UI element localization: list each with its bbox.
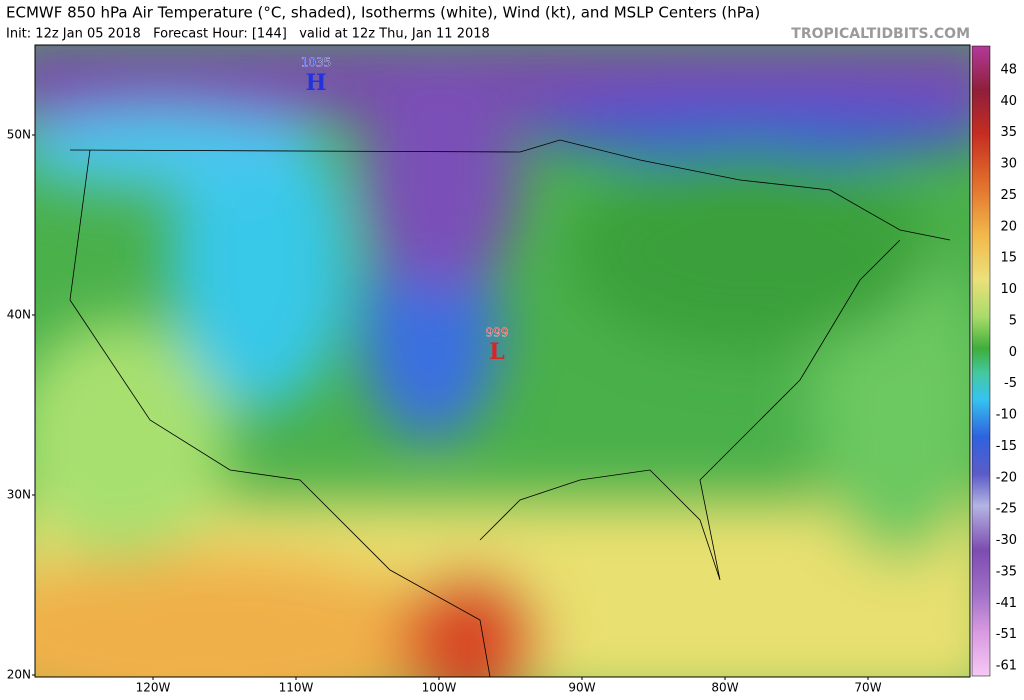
lat-label: 40N [7, 308, 31, 322]
colorbar-label: 0 [1009, 345, 1017, 360]
colorbar-label: 48 [1000, 63, 1017, 78]
colorbar-label: -41 [996, 596, 1017, 611]
colorbar-label: -51 [996, 627, 1017, 642]
site-credit: TROPICALTIDBITS.COM [791, 26, 970, 42]
colorbar-label: -25 [996, 502, 1017, 517]
colorbar [971, 45, 991, 677]
colorbar-label: 10 [1000, 282, 1017, 297]
pressure-symbol: L [489, 339, 504, 365]
lon-label: 70W [854, 681, 881, 695]
colorbar-label: 30 [1000, 157, 1017, 172]
lon-label: 90W [568, 681, 595, 695]
lat-label: 20N [7, 668, 31, 682]
colorbar-label: 15 [1000, 251, 1017, 266]
title: ECMWF 850 hPa Air Temperature (°C, shade… [6, 4, 760, 22]
colorbar-label: 5 [1009, 313, 1017, 328]
colorbar-label: -35 [996, 564, 1017, 579]
colorbar-label: 40 [1000, 94, 1017, 109]
colorbar-label: 25 [1000, 188, 1017, 203]
subtitle: Init: 12z Jan 05 2018 Forecast Hour: [14… [6, 27, 490, 42]
colorbar-label: -20 [996, 470, 1017, 485]
colorbar-label: 35 [1000, 125, 1017, 140]
colorbar-label: 20 [1000, 219, 1017, 234]
colorbar-label: -5 [1004, 376, 1017, 391]
lat-label: 30N [7, 488, 31, 502]
colorbar-label: -10 [996, 408, 1017, 423]
lat-label: 50N [7, 128, 31, 142]
colorbar-label: -15 [996, 439, 1017, 454]
lon-label: 110W [279, 681, 314, 695]
temperature-field [35, 45, 970, 677]
lon-label: 80W [711, 681, 738, 695]
colorbar-label: -30 [996, 533, 1017, 548]
pressure-symbol: H [306, 70, 327, 96]
pressure-value: 1035 [301, 56, 332, 70]
lon-label: 120W [136, 681, 171, 695]
lon-label: 100W [422, 681, 457, 695]
pressure-value: 999 [486, 326, 509, 340]
colorbar-label: -61 [996, 659, 1017, 674]
